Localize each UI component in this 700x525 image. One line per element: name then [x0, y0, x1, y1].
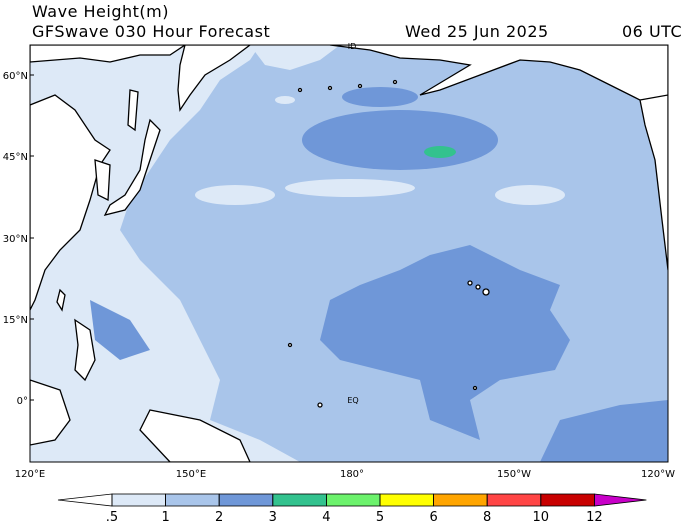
- colorbar-swatch: [486, 493, 542, 507]
- lon-label: 180°: [340, 469, 364, 480]
- lon-label: 120°W: [641, 469, 675, 480]
- colorbar-swatch: [218, 493, 274, 507]
- lat-label: 45°N: [3, 152, 28, 163]
- place-label: ID: [348, 42, 357, 51]
- colorbar-label: 12: [586, 510, 603, 525]
- colorbar-swatch: [272, 493, 327, 507]
- colorbar-label: 2: [215, 510, 223, 525]
- colorbar-label: 4: [322, 510, 330, 525]
- colorbar: .5 1 2 3 4 5 6 8 10 12: [57, 493, 647, 525]
- map-frame: [29, 44, 669, 463]
- date: Wed 25 Jun 2025: [405, 22, 549, 41]
- lon-label: 150°E: [176, 469, 206, 480]
- place-label: EQ: [347, 396, 358, 405]
- colorbar-label: 8: [483, 510, 491, 525]
- colorbar-label: 6: [429, 510, 437, 525]
- colorbar-label: 5: [376, 510, 384, 525]
- subtitle: GFSwave 030 Hour Forecast: [32, 22, 270, 41]
- colorbar-under: [57, 493, 113, 507]
- colorbar-swatch: [540, 493, 595, 507]
- lat-label: 60°N: [3, 71, 28, 82]
- colorbar-label: 3: [269, 510, 277, 525]
- colorbar-swatch: [325, 493, 381, 507]
- title: Wave Height(m): [32, 2, 169, 21]
- lat-label: 0°: [17, 396, 28, 407]
- colorbar-label: 1: [161, 510, 169, 525]
- colorbar-label: 10: [533, 510, 550, 525]
- time: 06 UTC: [622, 22, 682, 41]
- lat-label: 30°N: [3, 234, 28, 245]
- lon-label: 150°W: [497, 469, 531, 480]
- colorbar-swatch: [165, 493, 220, 507]
- colorbar-swatch: [379, 493, 434, 507]
- colorbar-swatch: [433, 493, 488, 507]
- lon-label: 120°E: [15, 469, 45, 480]
- map: [30, 45, 668, 462]
- colorbar-label: .5: [106, 510, 118, 525]
- colorbar-swatch: [111, 493, 166, 507]
- colorbar-over: [594, 493, 647, 507]
- lat-label: 15°N: [3, 315, 28, 326]
